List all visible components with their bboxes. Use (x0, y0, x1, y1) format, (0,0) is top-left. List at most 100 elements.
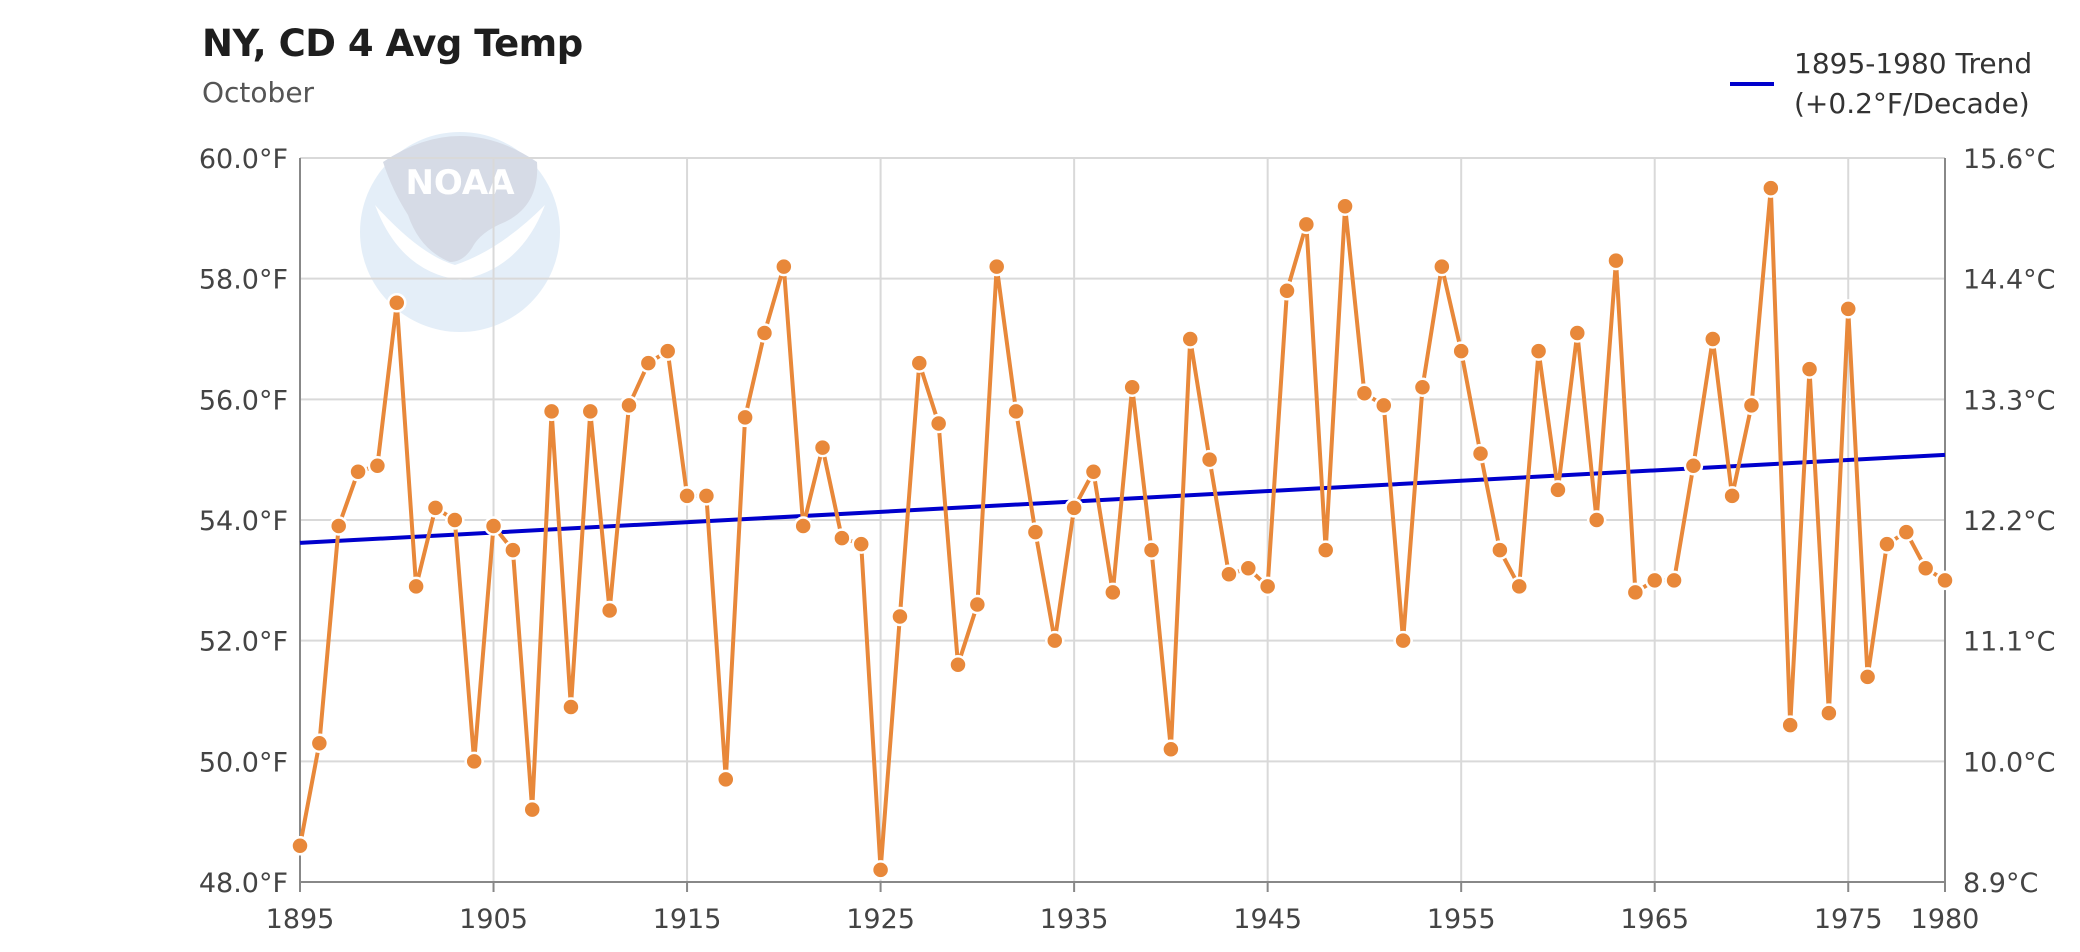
data-point (928, 413, 949, 434)
data-point (1780, 715, 1800, 735)
data-point (1219, 564, 1239, 585)
data-point (1335, 196, 1355, 217)
data-point (328, 516, 349, 536)
x-tick-label: 1980 (1911, 904, 1980, 935)
y-tick-label-right: 10.0°C (1963, 747, 2055, 778)
data-point (1161, 739, 1181, 760)
data-point (406, 576, 426, 597)
data-point (1354, 383, 1375, 404)
data-point (638, 353, 659, 373)
data-point (657, 341, 678, 361)
data-point (1296, 214, 1317, 235)
data-point (619, 395, 639, 416)
data-point (1490, 540, 1510, 560)
data-point (290, 836, 310, 856)
data-point (1877, 534, 1897, 554)
legend-trend-label: 1895-1980 Trend (1794, 47, 2033, 80)
data-point (367, 455, 388, 476)
axes (299, 158, 1946, 892)
legend-trend-swatch (1730, 82, 1774, 86)
data-point (1509, 576, 1529, 597)
data-point (1644, 570, 1665, 591)
tick-labels: 48.0°F 8.9°C 50.0°F 10.0°C 52.0°F 11.1°C 54.0°… (199, 144, 2056, 935)
data-point (1393, 630, 1413, 651)
x-tick-label: 1935 (1040, 904, 1109, 935)
data-point (1064, 498, 1084, 518)
x-tick-label: 1965 (1620, 904, 1689, 935)
y-tick-label-left: 56.0°F (199, 385, 288, 416)
y-tick-label-right: 13.3°C (1963, 385, 2055, 416)
y-tick-label-left: 52.0°F (199, 627, 288, 658)
data-point (1664, 570, 1684, 591)
data-point (1025, 522, 1046, 542)
x-tick-label: 1925 (846, 904, 915, 935)
data-point (696, 486, 717, 506)
data-point (1586, 510, 1607, 530)
y-tick-label-left: 58.0°F (199, 265, 288, 296)
y-tick-label-left: 60.0°F (199, 144, 288, 175)
data-point (1180, 329, 1200, 349)
data-point (1703, 329, 1723, 349)
data-point (1722, 486, 1742, 506)
data-point (1141, 540, 1162, 560)
data-point (1606, 250, 1626, 271)
x-tick-label: 1905 (459, 904, 528, 935)
data-point (309, 733, 330, 753)
data-point (1083, 461, 1104, 482)
data-point (1838, 299, 1858, 319)
legend-text: 1895-1980 Trend (+0.2°F/Decade) (1794, 44, 2032, 124)
data-point (1799, 359, 1820, 379)
y-tick-label-left: 54.0°F (199, 506, 288, 537)
data-point (1935, 570, 1955, 591)
data-point (716, 769, 736, 790)
data-point (1432, 256, 1452, 277)
data-point (1761, 178, 1781, 198)
data-point (1528, 341, 1549, 361)
data-point (1819, 703, 1839, 723)
data-point (445, 510, 465, 530)
data-point (1451, 341, 1471, 361)
chart-subtitle: October (202, 76, 315, 109)
data-point (754, 323, 775, 343)
data-point (909, 353, 930, 373)
data-point (1857, 667, 1878, 687)
data-point (793, 516, 813, 536)
y-tick-label-left: 50.0°F (199, 747, 288, 778)
data-point (1315, 540, 1336, 560)
data-point (677, 486, 697, 506)
x-tick-label: 1955 (1427, 904, 1496, 935)
y-tick-label-right: 11.1°C (1963, 627, 2055, 658)
data-point (1470, 443, 1491, 464)
noaa-watermark: NOAA (360, 132, 560, 332)
y-tick-label-right: 15.6°C (1963, 144, 2055, 175)
watermark-top-shape (383, 136, 538, 262)
data-point (1548, 480, 1568, 500)
data-point (1045, 630, 1065, 651)
y-tick-label-right: 14.4°C (1963, 265, 2055, 296)
data-point (561, 697, 581, 717)
x-tick-label: 1945 (1233, 904, 1302, 935)
data-point (483, 516, 504, 536)
data-point (986, 256, 1007, 277)
data-point (1412, 377, 1433, 398)
data-point (967, 594, 988, 615)
legend: 1895-1980 Trend (+0.2°F/Decade) (1730, 44, 2032, 124)
data-point (599, 600, 620, 621)
data-point (1374, 395, 1394, 416)
data-point (348, 461, 368, 482)
chart-title: NY, CD 4 Avg Temp (202, 22, 583, 65)
data-point (503, 540, 523, 560)
data-point (541, 401, 562, 422)
data-point (1567, 323, 1588, 343)
data-point (1915, 558, 1936, 579)
data-point (464, 751, 484, 772)
x-tick-label: 1975 (1814, 904, 1883, 935)
temperature-line (298, 186, 1947, 872)
x-tick-label: 1915 (653, 904, 722, 935)
data-point (851, 534, 871, 554)
y-tick-label-right: 12.2°C (1963, 506, 2055, 537)
data-point (1103, 582, 1123, 603)
data-point (1122, 377, 1142, 398)
watermark-text: NOAA (405, 163, 515, 203)
